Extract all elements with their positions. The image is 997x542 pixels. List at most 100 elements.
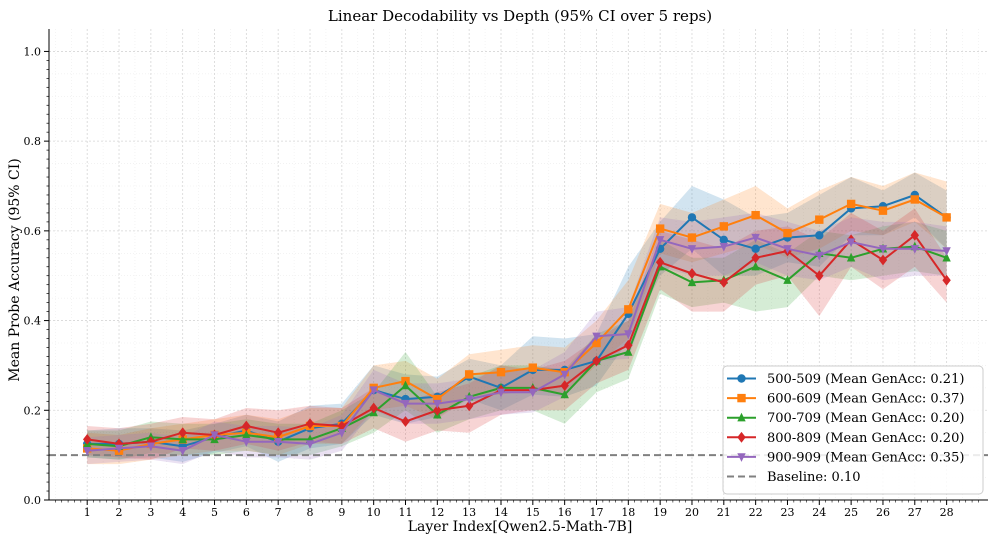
x-tick-label: 13	[462, 506, 476, 519]
data-point-series-2	[687, 233, 697, 242]
data-point-series-5	[210, 431, 219, 440]
data-point-series-5	[83, 447, 92, 456]
ci-band-series-2	[87, 172, 947, 465]
data-point-series-3	[560, 389, 569, 399]
data-point-series-4	[687, 268, 697, 279]
x-tick-label: 22	[749, 506, 763, 519]
x-tick-label: 25	[844, 506, 858, 519]
data-point-series-5	[815, 251, 824, 261]
data-point-series-4	[624, 339, 633, 351]
data-point-series-2	[815, 215, 824, 224]
x-tick-label: 8	[307, 506, 314, 519]
x-tick-label: 21	[717, 506, 731, 519]
legend-label-series-4: 800-809 (Mean GenAcc: 0.20)	[767, 431, 964, 446]
series-line-2	[87, 198, 948, 452]
x-tick-label: 15	[526, 506, 540, 519]
data-point-series-3	[751, 261, 760, 271]
data-point-series-5	[687, 245, 697, 254]
data-point-series-2	[624, 305, 633, 314]
legend-label-series-5: 900-909 (Mean GenAcc: 0.35)	[767, 450, 964, 465]
y-tick-label: 0.6	[24, 225, 42, 238]
x-tick-label: 3	[147, 506, 154, 519]
data-point-series-5	[465, 395, 474, 405]
x-tick-label: 4	[179, 506, 186, 519]
data-point-series-5	[305, 440, 315, 449]
data-point-series-5	[846, 238, 856, 248]
data-point-series-4	[178, 427, 187, 439]
data-point-series-4	[242, 420, 251, 432]
legend-label-series-2: 600-609 (Mean GenAcc: 0.37)	[767, 392, 964, 407]
data-point-series-5	[178, 447, 187, 456]
data-point-series-1	[815, 231, 824, 240]
data-point-series-5	[910, 245, 919, 254]
legend-label-baseline: Baseline: 0.10	[767, 470, 861, 485]
data-point-series-4	[305, 418, 315, 430]
data-point-series-4	[274, 427, 283, 439]
data-point-series-4	[401, 416, 410, 427]
data-point-series-4	[560, 380, 569, 391]
axes	[48, 29, 988, 501]
x-tick-label: 12	[430, 506, 444, 519]
data-point-series-4	[878, 254, 888, 266]
data-point-series-5	[242, 438, 251, 447]
data-point-series-5	[560, 370, 569, 380]
legend: 500-509 (Mean GenAcc: 0.21) 600-609 (Mean…	[722, 365, 984, 495]
series-line-4	[87, 234, 948, 445]
x-tick-label: 28	[940, 506, 954, 519]
data-point-series-3	[242, 430, 251, 439]
data-point-series-1	[687, 213, 697, 222]
legend-marker-series-2	[737, 393, 746, 403]
x-tick-label: 14	[494, 506, 508, 519]
legend-marker-series-5	[737, 453, 746, 462]
x-tick-label: 27	[908, 506, 922, 519]
y-tick-label: 0.4	[24, 315, 42, 328]
chart-title: Linear Decodability vs Depth (95% CI ove…	[328, 7, 712, 25]
data-point-series-2	[528, 363, 538, 372]
data-point-series-4	[719, 277, 728, 288]
x-tick-label: 1	[84, 506, 91, 519]
data-point-series-3	[942, 252, 951, 262]
data-point-series-2	[878, 206, 888, 215]
data-point-series-5	[496, 388, 506, 398]
data-point-series-3	[178, 434, 187, 444]
x-tick-label: 20	[685, 506, 699, 519]
data-point-series-2	[592, 338, 601, 348]
data-point-series-5	[751, 233, 760, 243]
x-tick-label: 26	[876, 506, 890, 519]
legend-marker-series-1	[737, 374, 746, 383]
data-point-series-5	[528, 388, 537, 398]
x-tick-label: 17	[589, 506, 603, 519]
data-point-series-5	[433, 399, 442, 409]
series-lines	[82, 190, 951, 456]
x-tick-label: 23	[780, 506, 794, 519]
data-point-series-2	[655, 224, 665, 233]
data-point-series-5	[146, 442, 156, 452]
x-tick-label: 5	[211, 506, 218, 519]
y-tick-label: 0.0	[24, 494, 42, 507]
data-point-series-5	[369, 386, 378, 396]
x-tick-label: 19	[653, 506, 667, 519]
x-axis-label: Layer Index[Qwen2.5-Math-7B]	[408, 519, 633, 535]
data-point-series-5	[274, 438, 283, 447]
data-point-series-4	[655, 256, 665, 268]
data-point-series-5	[719, 242, 728, 252]
legend-marker-series-3	[737, 412, 746, 422]
data-point-series-2	[496, 367, 506, 377]
data-point-series-4	[751, 252, 760, 264]
data-point-series-3	[846, 252, 856, 262]
legend-label-series-1: 500-509 (Mean GenAcc: 0.21)	[767, 372, 964, 387]
y-tick-label: 0.2	[24, 404, 42, 417]
x-tick-label: 9	[338, 506, 345, 519]
data-point-series-5	[337, 429, 346, 438]
data-point-series-1	[751, 244, 760, 253]
legend-marker-series-4	[737, 431, 746, 443]
data-point-series-3	[624, 347, 633, 356]
data-point-series-3	[783, 275, 792, 284]
data-point-series-2	[719, 222, 729, 231]
x-tick-label: 18	[621, 506, 635, 519]
data-point-series-5	[878, 245, 888, 254]
data-point-series-5	[783, 245, 792, 254]
data-point-series-2	[464, 370, 474, 379]
data-point-series-2	[433, 394, 442, 404]
